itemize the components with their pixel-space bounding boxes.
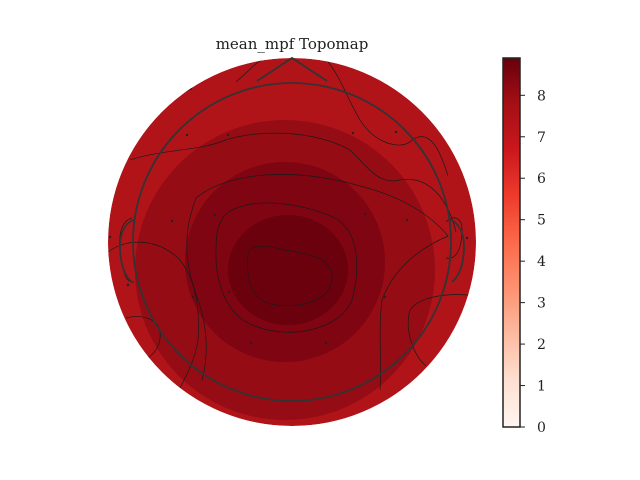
contour-left-lower (108, 241, 199, 389)
colorbar-tick-label: 7 (537, 130, 546, 146)
contour-inner (215, 202, 358, 333)
colorbar-tick-label: 6 (537, 171, 546, 187)
right-ear-outline (449, 219, 465, 283)
contour-peak (247, 245, 333, 307)
sensor-marker (324, 341, 328, 345)
sensor-marker (405, 218, 409, 222)
topomap-field (108, 58, 476, 426)
contour-top-right (327, 61, 449, 177)
sensor-marker (249, 341, 253, 345)
contour-upper (129, 132, 457, 233)
sensor-marker (191, 295, 195, 299)
colorbar-tick-label: 4 (537, 254, 546, 270)
sensor-markers (108, 130, 469, 345)
sensor-marker (351, 131, 355, 135)
sensor-marker (465, 236, 469, 240)
colorbar: 0 1 2 3 4 5 6 7 8 (502, 57, 546, 436)
chart-title: mean_mpf Topomap (216, 35, 369, 53)
colorbar-tick-label: 1 (537, 379, 546, 395)
nose-outline (256, 56, 328, 82)
sensor-marker (394, 130, 398, 134)
colorbar-tick-label: 0 (537, 420, 546, 436)
sensor-marker (108, 235, 112, 239)
sensor-marker (185, 133, 189, 137)
sensor-marker (383, 295, 387, 299)
sensor-marker (363, 212, 367, 216)
colorbar-tick-label: 3 (537, 296, 546, 312)
left-ear-outline (119, 219, 135, 283)
sensor-marker (227, 290, 231, 294)
field-peak (228, 215, 348, 325)
sensor-marker (226, 133, 230, 137)
sensor-marker (170, 219, 174, 223)
colorbar-tick-label: 2 (537, 337, 546, 353)
colorbar-ticks: 0 1 2 3 4 5 6 7 8 (520, 88, 546, 436)
head-outline (119, 56, 465, 402)
sensor-marker (213, 213, 217, 217)
colorbar-tick-label: 8 (537, 88, 546, 104)
contour-right-ear-loop (445, 217, 463, 259)
contour-right-lower (407, 294, 476, 367)
contour-mid (186, 173, 449, 391)
sensor-marker (126, 283, 130, 287)
colorbar-tick-label: 5 (537, 213, 546, 229)
head-circle (132, 82, 452, 402)
colorbar-fill (503, 58, 520, 427)
colorbar-frame (502, 57, 521, 428)
